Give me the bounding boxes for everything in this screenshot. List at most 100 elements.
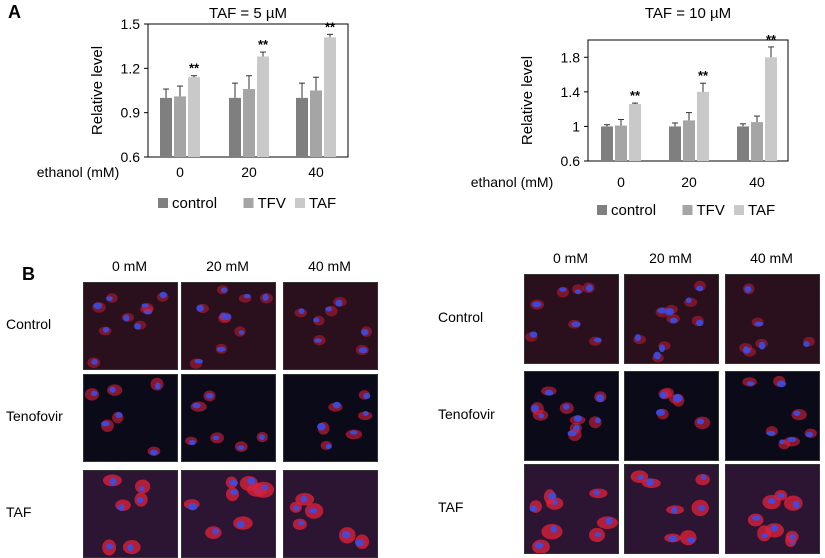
x-tick-label: 20 <box>681 174 697 190</box>
significance-label: ** <box>766 32 777 47</box>
micrograph-image <box>181 374 276 462</box>
bar-taf <box>257 56 269 158</box>
micrograph-image <box>283 374 378 462</box>
y-tick-label: 1.4 <box>561 84 581 100</box>
chart-title: TAF = 10 µM <box>645 5 731 22</box>
column-header: 0 mM <box>553 250 588 266</box>
column-header: 0 mM <box>112 258 147 274</box>
bar-tfv <box>243 89 255 157</box>
legend-swatch-taf <box>295 198 305 208</box>
x-tick-label: 40 <box>749 174 765 190</box>
significance-label: ** <box>698 68 709 83</box>
micrograph-image <box>283 470 378 558</box>
x-tick-label: 40 <box>308 164 324 180</box>
bar-taf <box>629 103 641 161</box>
y-axis-label: Relative level <box>89 46 106 135</box>
micrograph-image <box>725 274 820 364</box>
micrograph-cells <box>284 375 377 461</box>
y-tick-label: 1.8 <box>561 49 581 65</box>
panel-label-b: B <box>22 264 35 284</box>
bar-tfv <box>683 120 695 161</box>
x-tick-label: 20 <box>241 164 257 180</box>
legend-swatch-control <box>597 205 607 215</box>
micrograph-cells <box>284 283 377 369</box>
micrograph-cells <box>726 372 819 460</box>
bar-control <box>601 126 613 161</box>
micrograph-image <box>725 464 820 554</box>
bar-taf <box>188 77 200 157</box>
y-tick-label: 1 <box>572 118 580 134</box>
bar-control <box>737 126 749 161</box>
micrograph-image <box>83 470 178 558</box>
bar-tfv <box>615 125 627 161</box>
bar-tfv <box>174 96 186 157</box>
micrograph-cells <box>726 275 819 363</box>
bar-taf <box>697 91 709 161</box>
legend-swatch-tfv <box>682 205 693 215</box>
chart-taf-5um: TAF = 5 µM 0.6 0.9 1.2 1.5 Relative level 0 20 4… <box>37 5 349 212</box>
bar-tfv <box>310 90 322 157</box>
legend-label-tfv: TFV <box>258 195 286 212</box>
bar-control <box>160 97 172 157</box>
legend-label-taf: TAF <box>748 202 775 219</box>
legend-label-control: control <box>172 195 217 212</box>
legend-swatch-tfv <box>243 198 254 208</box>
row-header: Control <box>6 316 52 332</box>
x-axis-label: ethanol (mM) <box>37 164 119 180</box>
micrograph-image <box>181 470 276 558</box>
micrograph-cells <box>84 283 177 369</box>
significance-label: ** <box>325 19 336 34</box>
bar-tfv <box>751 122 763 161</box>
y-axis-label: Relative level <box>519 56 536 145</box>
legend-swatch-taf <box>734 205 744 215</box>
micrograph-cells <box>625 275 718 363</box>
bar-control <box>669 126 681 161</box>
y-tick-label: 1.5 <box>121 16 141 32</box>
y-tick-label: 0.6 <box>561 153 581 169</box>
micrograph-cells <box>525 372 618 460</box>
row-header: Tenofovir <box>6 408 63 424</box>
micrograph-image <box>181 282 276 370</box>
y-tick-label: 0.6 <box>121 149 141 165</box>
micrograph-cells <box>525 465 618 553</box>
micrograph-cells <box>625 465 718 553</box>
micrograph-cells <box>182 283 275 369</box>
panel-label-a: A <box>8 2 21 22</box>
row-header: TAF <box>438 499 464 515</box>
column-header: 20 mM <box>649 250 692 266</box>
x-tick-label: 0 <box>176 164 184 180</box>
bar-control <box>229 97 241 157</box>
micrograph-cells <box>284 471 377 557</box>
legend-swatch-control <box>158 198 168 208</box>
chart-taf-10um: TAF = 10 µM 0.6 1 1.4 1.8 Relative level 0 20 40… <box>471 5 789 219</box>
micrograph-image <box>283 282 378 370</box>
micrograph-cells <box>182 375 275 461</box>
legend-label-control: control <box>611 202 656 219</box>
column-header: 20 mM <box>206 258 249 274</box>
legend-label-taf: TAF <box>309 195 336 212</box>
micrograph-image <box>524 274 619 364</box>
column-header: 40 mM <box>308 258 351 274</box>
micrograph-image <box>624 464 719 554</box>
significance-label: ** <box>630 88 641 103</box>
y-tick-label: 0.9 <box>121 105 141 121</box>
row-header: TAF <box>6 504 32 520</box>
bar-control <box>296 97 308 157</box>
micrograph-image <box>524 464 619 554</box>
micrograph-image <box>624 274 719 364</box>
significance-label: ** <box>189 61 200 76</box>
row-header: Control <box>438 309 484 325</box>
chart-title: TAF = 5 µM <box>209 5 287 22</box>
y-tick-label: 1.2 <box>121 60 141 76</box>
micrograph-image <box>624 371 719 461</box>
micrograph-cells <box>84 375 177 461</box>
legend-label-tfv: TFV <box>697 202 725 219</box>
micrograph-cells <box>726 465 819 553</box>
micrograph-image <box>83 374 178 462</box>
x-tick-label: 0 <box>617 174 625 190</box>
column-header: 40 mM <box>750 250 793 266</box>
micrograph-cells <box>625 372 718 460</box>
micrograph-cells <box>525 275 618 363</box>
micrograph-image <box>524 371 619 461</box>
micrograph-image <box>725 371 820 461</box>
